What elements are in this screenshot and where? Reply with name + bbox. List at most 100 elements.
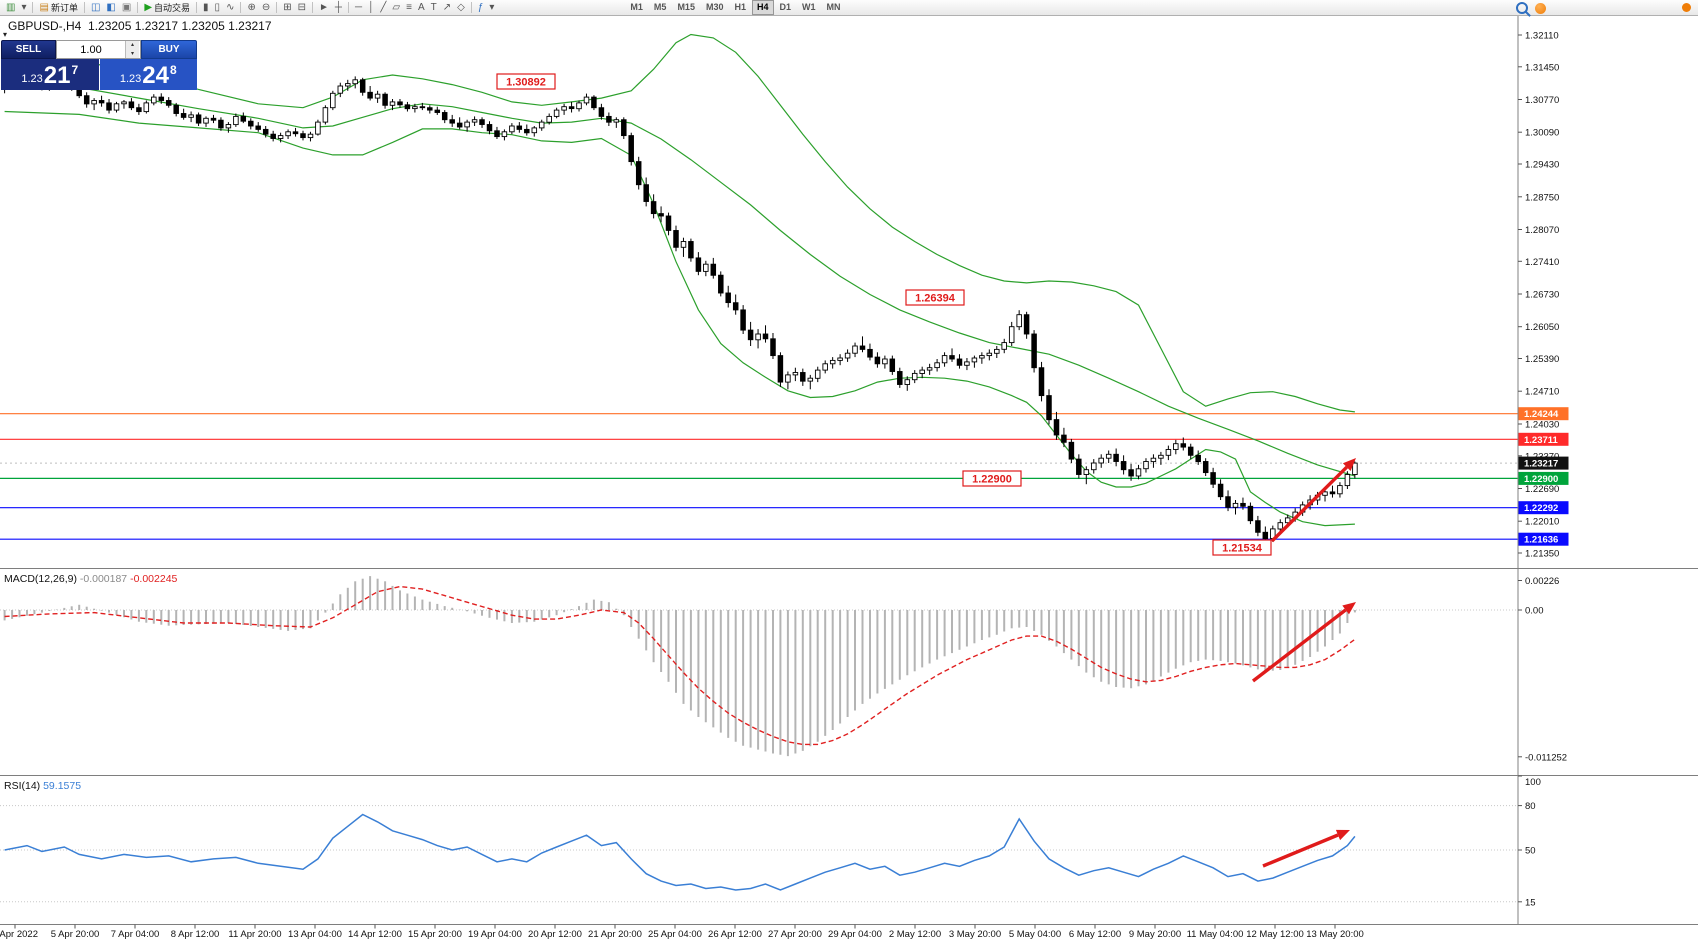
svg-text:15 Apr 20:00: 15 Apr 20:00 — [408, 929, 462, 940]
buy-button[interactable]: BUY — [141, 40, 197, 59]
svg-text:27 Apr 20:00: 27 Apr 20:00 — [768, 929, 822, 940]
horizontal-line-icon: ─ — [355, 1, 363, 13]
svg-text:1.26730: 1.26730 — [1525, 290, 1559, 301]
toolbar-separator — [240, 2, 242, 13]
toolbar-separator — [312, 2, 314, 13]
timeframe-m15-button[interactable]: M15 — [677, 2, 695, 12]
arrow-tool-icon: ↗ — [442, 1, 452, 13]
zoom-in-icon[interactable]: ⊕ — [244, 1, 258, 15]
market-watch-icon[interactable]: ◫ — [88, 1, 103, 15]
auto-trading-button[interactable]: ▶ 自动交易 — [141, 1, 193, 15]
shapes-tool-icon[interactable]: ◇ — [454, 1, 468, 15]
sell-price-sup: 7 — [71, 63, 79, 77]
cascade-windows-icon[interactable]: ⊟ — [295, 1, 309, 15]
tile-windows-icon[interactable]: ⊞ — [280, 1, 294, 15]
timeframe-m1-button[interactable]: M1 — [630, 2, 643, 12]
navigator-icon[interactable]: ▣ — [119, 1, 134, 15]
chart-ohlc-title: GBPUSD-,H4 1.23205 1.23217 1.23205 1.232… — [8, 19, 272, 33]
svg-text:1.21350: 1.21350 — [1525, 549, 1559, 560]
svg-text:1.30770: 1.30770 — [1525, 95, 1559, 106]
text-tool-icon[interactable]: A — [415, 1, 428, 15]
timeframe-h4-button[interactable]: H4 — [751, 0, 774, 15]
volume-field: ▴ ▾ — [56, 40, 141, 59]
fibonacci-icon[interactable]: ≡ — [403, 1, 415, 15]
buy-price-small: 1.23 — [119, 73, 142, 85]
svg-text:1.23711: 1.23711 — [1524, 435, 1559, 446]
crosshair-icon: ┼ — [334, 1, 343, 13]
sell-price-display[interactable]: 1.23 21 7 — [1, 59, 99, 90]
svg-text:50: 50 — [1525, 846, 1536, 857]
svg-text:25 Apr 04:00: 25 Apr 04:00 — [648, 929, 702, 940]
svg-text:RSI(14) 59.1575: RSI(14) 59.1575 — [4, 780, 81, 792]
volume-increase-button[interactable]: ▴ — [126, 41, 139, 50]
cascade-windows-icon: ⊟ — [297, 1, 307, 13]
toolbar-separator — [137, 2, 139, 13]
volume-decrease-button[interactable]: ▾ — [126, 49, 139, 58]
cursor-icon[interactable]: ► — [316, 1, 332, 15]
toolbar-separator — [83, 2, 85, 13]
sell-price-big: 21 — [43, 62, 71, 89]
cursor-icon: ► — [319, 1, 329, 13]
search-icon[interactable] — [1516, 2, 1528, 14]
new-chart-icon[interactable]: ▥ — [3, 1, 18, 15]
horizontal-level-lines[interactable] — [0, 413, 1518, 540]
crosshair-icon[interactable]: ┼ — [332, 1, 345, 15]
notification-badge-icon[interactable] — [1535, 2, 1546, 14]
sell-button[interactable]: SELL — [1, 40, 56, 59]
arrow-tool-icon[interactable]: ↗ — [440, 1, 454, 15]
volume-input[interactable] — [57, 41, 125, 58]
svg-text:1.31450: 1.31450 — [1525, 62, 1559, 73]
svg-text:11 Apr 20:00: 11 Apr 20:00 — [228, 929, 281, 940]
vertical-line-icon[interactable]: │ — [365, 1, 377, 15]
svg-text:19 Apr 04:00: 19 Apr 04:00 — [468, 929, 522, 940]
data-window-icon[interactable]: ◧ — [103, 1, 118, 15]
buy-price-big: 24 — [142, 62, 169, 89]
candlestick-chart-icon[interactable]: ▯ — [212, 1, 224, 15]
trend-arrows[interactable] — [1251, 458, 1356, 868]
svg-text:1.21636: 1.21636 — [1524, 535, 1558, 546]
timeframe-d1-button[interactable]: D1 — [779, 2, 792, 12]
toolbar-separator — [32, 2, 34, 13]
timeframe-mn-button[interactable]: MN — [826, 2, 841, 12]
data-window-icon: ◧ — [106, 1, 116, 13]
timeframe-h1-button[interactable]: H1 — [734, 2, 746, 12]
trendline-icon[interactable]: ╱ — [377, 1, 389, 15]
timeframe-w1-button[interactable]: W1 — [802, 2, 816, 12]
market-watch-icon: ◫ — [90, 1, 101, 13]
auto-trading-button-label: 自动交易 — [154, 3, 191, 13]
new-order-button[interactable]: ▤ 新订单 — [36, 1, 80, 15]
new-order-button-label: 新订单 — [50, 3, 78, 13]
svg-text:12 May 12:00: 12 May 12:00 — [1246, 929, 1304, 940]
svg-text:1.29430: 1.29430 — [1525, 160, 1559, 171]
one-click-panel-toggle-icon[interactable]: ▾ — [3, 30, 8, 39]
toolbar-separator — [196, 2, 198, 13]
one-click-trading-panel: ▾ SELL ▴ ▾ BUY 1.23 21 7 1.23 24 8 — [1, 30, 197, 90]
chart-list-chevron-icon[interactable]: ▾ — [18, 1, 29, 15]
channel-icon[interactable]: ▱ — [389, 1, 403, 15]
label-tool-icon[interactable]: T — [428, 1, 440, 15]
status-dot-icon — [1682, 3, 1691, 12]
price-annotation-tags[interactable]: 1.30892 1.26394 1.22900 1.21534 — [496, 73, 1272, 556]
svg-text:1.32110: 1.32110 — [1525, 31, 1559, 42]
timeframe-m30-button[interactable]: M30 — [705, 2, 724, 12]
buy-price-display[interactable]: 1.23 24 8 — [99, 59, 197, 90]
svg-text:14 Apr 12:00: 14 Apr 12:00 — [348, 929, 402, 940]
indicators-icon[interactable]: ƒ — [475, 1, 487, 15]
horizontal-line-icon[interactable]: ─ — [352, 1, 365, 15]
svg-text:13 Apr 04:00: 13 Apr 04:00 — [288, 929, 342, 940]
timeframe-m5-button[interactable]: M5 — [653, 2, 667, 12]
bar-chart-icon: ▮ — [203, 1, 209, 13]
svg-text:29 Apr 04:00: 29 Apr 04:00 — [828, 929, 882, 940]
line-chart-icon[interactable]: ∿ — [223, 1, 237, 15]
bar-chart-icon[interactable]: ▮ — [200, 1, 212, 15]
date-axis[interactable]: 4 Apr 2022 5 Apr 20:00 7 Apr 04:00 8 Apr 12… — [0, 924, 1364, 940]
svg-text:1.26050: 1.26050 — [1525, 322, 1559, 333]
vertical-line-icon: │ — [368, 1, 375, 13]
indicator-chevron-icon[interactable]: ▾ — [486, 1, 497, 15]
svg-text:2 May 12:00: 2 May 12:00 — [889, 929, 941, 940]
zoom-out-icon[interactable]: ⊖ — [259, 1, 273, 15]
main-toolbar: ▥ ▾ ▤ 新订单 ◫ ◧ ▣ ▶ 自动交易 ▮ ▯ ∿ ⊕ ⊖ ⊞ ⊟ ► ┼ ─ │ ╱ ▱ ≡ A T ↗ ◇ ƒ ▾ M1 M5 M1… — [0, 0, 1698, 16]
price-axis[interactable]: 1.32110 1.31450 1.30770 1.30090 1.29430 1.287… — [1517, 16, 1567, 924]
